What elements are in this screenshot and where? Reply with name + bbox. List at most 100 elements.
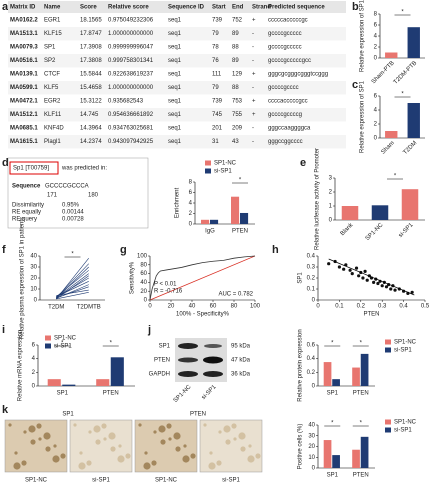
table-cell: 753 bbox=[232, 99, 243, 105]
y-tick-label: 6 bbox=[374, 23, 378, 29]
ihc-cell bbox=[151, 460, 157, 466]
x-tick-label: SP1 bbox=[327, 391, 339, 397]
ihc-cell bbox=[233, 437, 237, 441]
point bbox=[393, 288, 397, 292]
blot-band-label: SP1 bbox=[159, 344, 171, 350]
annotation: * bbox=[331, 421, 334, 427]
table-header: Relative score bbox=[108, 5, 149, 11]
y-tick-label: 0.4 bbox=[307, 254, 316, 260]
blot-band bbox=[178, 343, 198, 349]
table-cell: + bbox=[252, 18, 256, 24]
motif-sequence-label: Sequence bbox=[12, 184, 41, 190]
ihc-lane-label: si-SP1 bbox=[92, 478, 110, 484]
bar bbox=[323, 362, 332, 386]
ihc-cell bbox=[28, 425, 36, 433]
table-cell: 0.999999996047 bbox=[108, 45, 154, 51]
bar bbox=[360, 436, 369, 468]
y-axis-label: Enrichment bbox=[175, 188, 181, 219]
point bbox=[376, 281, 380, 286]
ihc-cell bbox=[225, 439, 231, 445]
table-cell: 15.3122 bbox=[80, 99, 102, 105]
bar bbox=[323, 440, 332, 468]
x-tick-label: PTEN bbox=[353, 473, 369, 479]
y-tick-label: 60 bbox=[140, 271, 147, 277]
y-tick-label: 20 bbox=[308, 444, 315, 450]
table-cell: 0.954636661892 bbox=[108, 112, 154, 118]
table-cell: 15.5844 bbox=[80, 72, 102, 78]
ihc-cell bbox=[118, 444, 122, 448]
table-cell: 79 bbox=[212, 85, 219, 91]
ihc-cell bbox=[143, 462, 151, 470]
y-axis-label: Relative luciferase activity of Promoter bbox=[315, 148, 321, 250]
bar bbox=[407, 27, 420, 58]
ihc-cell bbox=[38, 437, 42, 441]
motif-stat-label: RE equally bbox=[12, 210, 41, 216]
table-cell: 17.3808 bbox=[80, 58, 102, 64]
table-header: Matrix ID bbox=[10, 5, 36, 11]
y-axis-label: Relative expression of SP1 bbox=[360, 0, 366, 72]
bar bbox=[332, 455, 340, 468]
y-tick-label: 0.3 bbox=[307, 265, 316, 271]
table-cell: 89 bbox=[232, 58, 239, 64]
table-cell: 88 bbox=[232, 45, 239, 51]
motif-stat-value: 0.00144 bbox=[62, 210, 84, 216]
ihc-cell bbox=[223, 425, 231, 433]
table-cell: MA0139.1 bbox=[10, 72, 38, 78]
table-cell: 78 bbox=[212, 45, 219, 51]
table-header: Sequence ID bbox=[168, 5, 205, 11]
table-cell: gggccaaggggca bbox=[268, 126, 311, 132]
table-cell: KLF11 bbox=[44, 112, 62, 118]
panel-label: i bbox=[2, 324, 5, 336]
table-cell: seq1 bbox=[168, 85, 182, 91]
table-cell: 15.4658 bbox=[80, 85, 102, 91]
table-cell: 0.999758301341 bbox=[108, 58, 154, 64]
ihc-cell bbox=[248, 444, 252, 448]
table-cell: 1.000000000000 bbox=[108, 31, 154, 37]
x-tick-label: Blank bbox=[340, 222, 356, 238]
ihc-cell bbox=[79, 451, 83, 455]
y-tick-label: 0 bbox=[312, 384, 316, 390]
bar bbox=[385, 52, 398, 58]
table-cell: 88 bbox=[232, 85, 239, 91]
motif-stat-value: 0.95% bbox=[62, 203, 80, 209]
blot-band-label: GAPDH bbox=[149, 372, 170, 378]
point bbox=[342, 267, 346, 271]
table-cell: 0.922638619237 bbox=[108, 72, 154, 78]
ihc-cell bbox=[238, 432, 246, 440]
ihc-cell bbox=[13, 462, 21, 470]
x-tick-label: 40 bbox=[189, 304, 196, 310]
table-cell: - bbox=[252, 85, 254, 91]
bar bbox=[240, 212, 249, 224]
y-tick-label: 1 bbox=[329, 204, 333, 210]
x-tick-label: 0.1 bbox=[335, 304, 344, 310]
table-cell: seq1 bbox=[168, 31, 182, 37]
y-tick-label: 6 bbox=[189, 190, 193, 196]
table-cell: 111 bbox=[212, 72, 222, 78]
table-cell: seq1 bbox=[168, 139, 182, 145]
x-axis-label: PTEN bbox=[363, 312, 379, 318]
panel-label: k bbox=[2, 404, 9, 416]
table-cell: MA0472.1 bbox=[10, 99, 38, 105]
table-cell: Plagl1 bbox=[44, 139, 61, 145]
legend-label: si-SP1 bbox=[394, 428, 412, 434]
pair-line bbox=[56, 281, 89, 297]
table-cell: MA1513.1 bbox=[10, 31, 38, 37]
y-axis-label: Positive cells (%) bbox=[298, 424, 304, 470]
table-cell: seq1 bbox=[168, 18, 182, 24]
table-cell: gggccggcccc bbox=[268, 139, 303, 145]
table-cell: 14.2374 bbox=[80, 139, 102, 145]
y-tick-label: 80 bbox=[140, 262, 147, 268]
y-tick-label: 40 bbox=[140, 280, 147, 286]
table-cell: 752 bbox=[232, 18, 243, 24]
table-cell: seq1 bbox=[168, 99, 182, 105]
table-cell: SP1 bbox=[44, 45, 56, 51]
point bbox=[363, 269, 367, 273]
ihc-cell bbox=[88, 430, 92, 434]
y-tick-label: 0.4 bbox=[307, 356, 316, 362]
table-cell: 0.934763025681 bbox=[108, 126, 154, 132]
ihc-cell bbox=[43, 432, 51, 440]
table-cell: MA0599.1 bbox=[10, 85, 38, 91]
table-cell: seq1 bbox=[168, 126, 182, 132]
x-tick-label: SP1-NC bbox=[365, 222, 385, 242]
y-axis-label: SP1 bbox=[298, 272, 304, 284]
